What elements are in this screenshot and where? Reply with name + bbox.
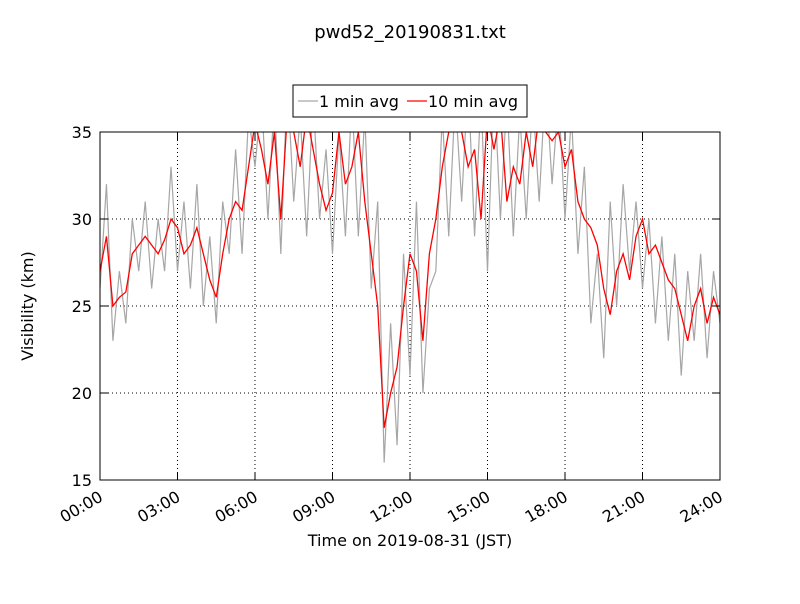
y-tick-label: 35 <box>72 123 92 142</box>
y-axis-label: Visibility (km) <box>18 251 37 360</box>
x-axis-label: Time on 2019-08-31 (JST) <box>307 531 512 550</box>
y-tick-label: 25 <box>72 297 92 316</box>
plot-area <box>100 132 720 463</box>
legend-label: 10 min avg <box>428 92 518 111</box>
y-tick-label: 20 <box>72 384 92 403</box>
legend-label: 1 min avg <box>319 92 399 111</box>
chart-title: pwd52_20190831.txt <box>314 22 506 43</box>
y-tick-label: 15 <box>72 471 92 490</box>
y-tick-label: 30 <box>72 210 92 229</box>
data-line <box>100 132 720 463</box>
data-line <box>100 132 720 428</box>
legend: 1 min avg 10 min avg <box>292 84 528 118</box>
